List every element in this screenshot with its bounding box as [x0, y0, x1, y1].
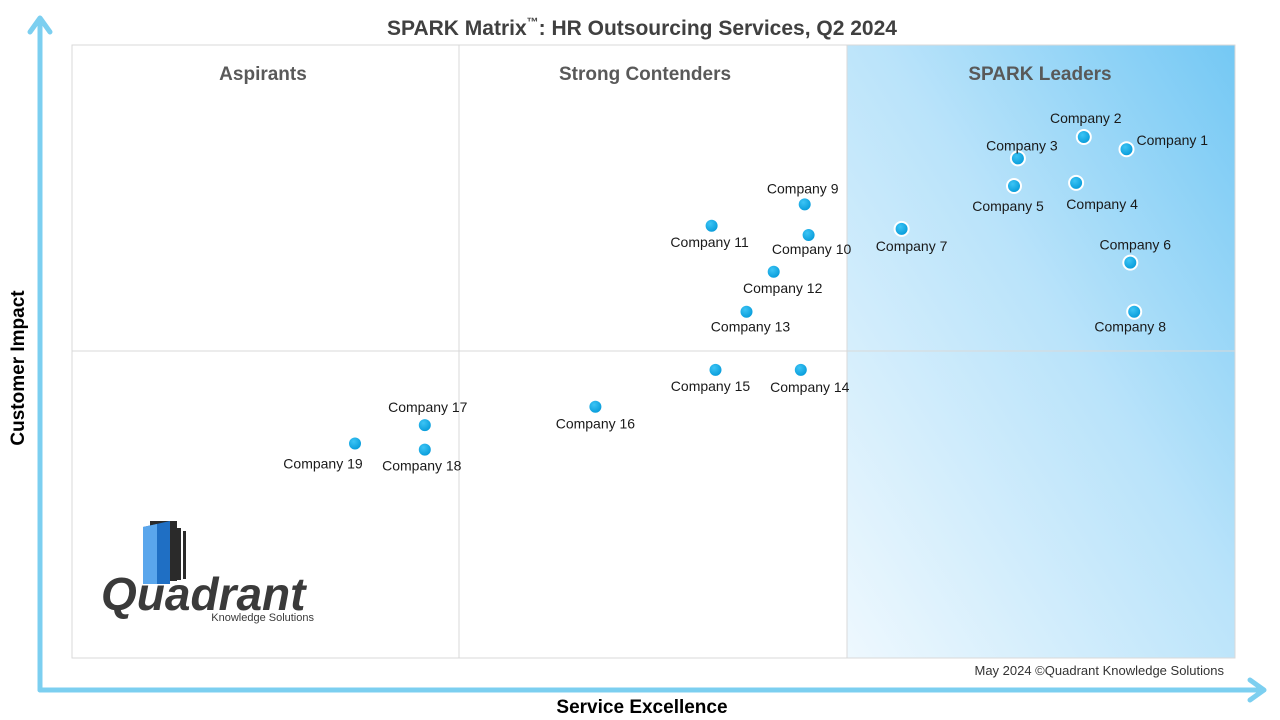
book-icon: [143, 521, 186, 584]
chart-title: SPARK Matrix™: HR Outsourcing Services, …: [387, 15, 897, 40]
point-marker-company-4: [1068, 174, 1085, 191]
point-label-company-13: Company 13: [711, 319, 791, 335]
logo-tagline: Knowledge Solutions: [211, 612, 314, 624]
point-marker-company-6: [1122, 254, 1139, 271]
point-label-company-8: Company 8: [1094, 319, 1166, 335]
point-company-3: Company 3: [986, 137, 1058, 167]
point-marker-company-12: [765, 263, 782, 280]
grid: [71, 44, 1236, 659]
point-company-16: Company 16: [556, 398, 636, 432]
point-marker-company-2: [1075, 129, 1092, 145]
point-company-19: Company 19: [283, 435, 363, 472]
point-company-13: Company 13: [711, 303, 791, 335]
point-marker-company-13: [738, 303, 755, 320]
point-marker-company-1: [1118, 141, 1135, 158]
point-label-company-2: Company 2: [1050, 110, 1122, 126]
point-marker-company-17: [416, 417, 433, 434]
point-marker-company-5: [1006, 178, 1022, 194]
chart-title-rest: : HR Outsourcing Services, Q2 2024: [539, 17, 898, 40]
point-company-8: Company 8: [1094, 303, 1166, 335]
y-axis-label: Customer Impact: [8, 290, 29, 446]
point-label-company-18: Company 18: [382, 458, 462, 474]
point-marker-company-11: [703, 217, 720, 234]
point-label-company-3: Company 3: [986, 137, 1058, 153]
quadrant-logo: Quadrant Knowledge Solutions: [101, 521, 314, 624]
quadrant-label-aspirants: Aspirants: [219, 64, 307, 85]
point-label-company-10: Company 10: [772, 241, 852, 257]
axes: [27, 15, 1267, 703]
point-company-18: Company 18: [382, 441, 462, 474]
chart-title-main: SPARK Matrix: [387, 17, 527, 40]
point-label-company-15: Company 15: [671, 378, 751, 394]
point-label-company-14: Company 14: [770, 379, 850, 395]
x-axis-label: Service Excellence: [556, 697, 727, 718]
point-marker-company-14: [792, 361, 809, 378]
point-label-company-9: Company 9: [767, 180, 839, 196]
point-marker-company-15: [707, 361, 724, 378]
logo-name: Quadrant: [101, 568, 307, 620]
point-company-14: Company 14: [770, 361, 850, 395]
point-label-company-17: Company 17: [388, 399, 468, 415]
point-company-10: Company 10: [772, 227, 852, 257]
quadrant-label-spark-leaders: SPARK Leaders: [968, 64, 1111, 85]
point-marker-company-8: [1126, 303, 1143, 320]
point-label-company-5: Company 5: [972, 198, 1044, 214]
point-label-company-1: Company 1: [1137, 132, 1209, 148]
point-marker-company-7: [893, 220, 910, 237]
point-marker-company-16: [587, 398, 604, 415]
copyright-credit: May 2024 ©Quadrant Knowledge Solutions: [974, 663, 1224, 678]
point-marker-company-19: [347, 435, 363, 452]
quadrant-label-strong-contenders: Strong Contenders: [559, 64, 731, 85]
point-label-company-6: Company 6: [1100, 237, 1172, 253]
data-points: Company 1 Company 2 Company 3 Company 4 Comp…: [283, 110, 1208, 474]
point-label-company-12: Company 12: [743, 280, 823, 296]
point-label-company-11: Company 11: [670, 234, 749, 250]
point-company-6: Company 6: [1100, 237, 1172, 271]
point-company-7: Company 7: [876, 220, 948, 254]
point-marker-company-9: [796, 196, 813, 213]
point-company-5: Company 5: [972, 178, 1044, 214]
point-company-4: Company 4: [1066, 174, 1138, 212]
point-label-company-4: Company 4: [1066, 196, 1138, 212]
point-label-company-19: Company 19: [283, 456, 363, 472]
chart-title-tm: ™: [527, 15, 539, 29]
point-company-11: Company 11: [670, 217, 749, 250]
point-marker-company-3: [1009, 150, 1026, 167]
point-marker-company-10: [800, 227, 817, 243]
point-company-2: Company 2: [1050, 110, 1122, 145]
x-axis-arrowhead: [1247, 677, 1267, 703]
point-marker-company-18: [416, 441, 433, 458]
point-company-12: Company 12: [743, 263, 823, 296]
point-company-1: Company 1: [1118, 132, 1209, 158]
point-company-17: Company 17: [388, 399, 468, 434]
y-axis-arrowhead: [27, 15, 53, 35]
point-label-company-7: Company 7: [876, 238, 948, 254]
point-company-15: Company 15: [671, 361, 751, 394]
point-company-9: Company 9: [767, 180, 839, 213]
point-label-company-16: Company 16: [556, 416, 636, 432]
